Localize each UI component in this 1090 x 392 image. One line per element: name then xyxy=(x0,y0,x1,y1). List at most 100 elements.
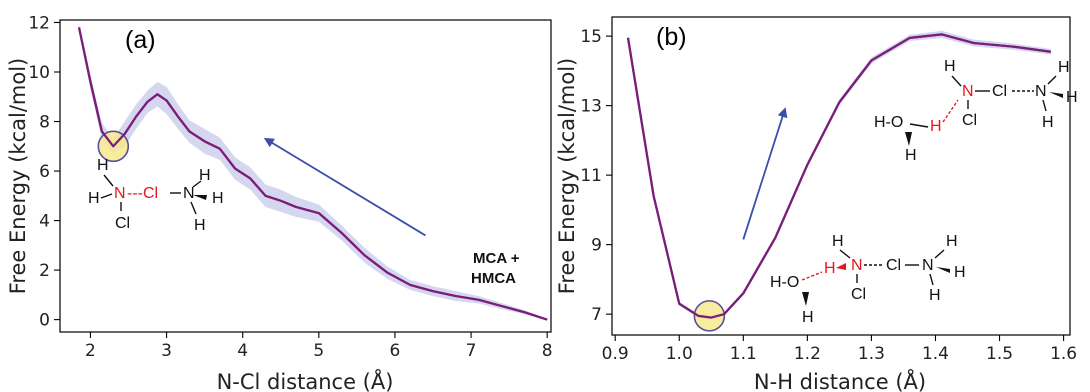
panel-a-x-axis-label: N-Cl distance (Å) xyxy=(217,368,394,392)
mol-bt-h2: H xyxy=(905,147,917,164)
mol-bb-cl1: Cl xyxy=(886,257,901,274)
panel-b-line-group xyxy=(626,33,1051,319)
mol-bt-bond-6 xyxy=(1042,99,1047,112)
panel-b-x-tick-label: 1.2 xyxy=(794,344,821,364)
panel-b-x-tick-label: 1.1 xyxy=(730,344,757,364)
panel-b-y-tick-label: 9 xyxy=(591,236,602,256)
panel-b-x-tick-label: 1.3 xyxy=(858,344,885,364)
mol-bt-hbond xyxy=(942,99,959,123)
mol-a-wedge xyxy=(193,195,207,200)
mol-bt-wedge-2 xyxy=(1049,92,1063,98)
mol-bb-cl2: Cl xyxy=(851,286,866,303)
panel-a-x-tick-label: 2 xyxy=(85,341,96,361)
mol-a-cl-red: ---Cl xyxy=(127,185,158,202)
mol-bt-wedge-1 xyxy=(905,132,912,146)
panel-a-y-tick-label: 12 xyxy=(28,13,50,33)
panel-b-x-tick-label: 1.5 xyxy=(986,344,1013,364)
panel-b-axes-frame xyxy=(611,16,1071,336)
panel-b-x-ticks: 0.9 1.0 1.1 1.2 1.3 1.4 1.5 1.6 xyxy=(602,335,1077,364)
panel-a-x-tick-label: 7 xyxy=(466,341,477,361)
panel-b-arrow-group xyxy=(742,107,788,240)
panel-b-label: (b) xyxy=(656,23,687,51)
panel-b-y-tick-label: 15 xyxy=(580,27,602,47)
mol-bb-wedge-2 xyxy=(936,267,950,273)
mol-bb-bond-5 xyxy=(929,273,934,286)
mol-bt-cl2: Cl xyxy=(962,112,977,129)
panel-a-annotation-line2: HMCA xyxy=(471,270,516,287)
panel-a-x-tick-label: 5 xyxy=(313,341,324,361)
panel-b-y-axis-label: Free Energy (kcal/mol) xyxy=(555,58,579,294)
mol-bt-cl1: Cl xyxy=(992,83,1007,100)
panel-a-y-tick-label: 0 xyxy=(39,311,50,331)
panel-a-free-energy-line-overlay xyxy=(77,27,548,321)
panel-a-x-ticks: 2 3 4 5 6 7 8 xyxy=(85,332,553,361)
panel-a-y-tick-label: 2 xyxy=(39,261,50,281)
mol-bt-h3: H xyxy=(1058,59,1070,76)
panel-a-x-tick-label: 6 xyxy=(390,341,401,361)
mol-bt-n-red: N xyxy=(962,83,974,100)
panel-b-molecule-bottom: H H-O H N Cl Cl H N H H H xyxy=(770,233,966,326)
mol-bb-n: N xyxy=(922,257,934,274)
mol-bb-h3: H xyxy=(946,233,958,250)
mol-bt-h5: H xyxy=(1042,114,1054,131)
panel-a-label: (a) xyxy=(125,26,156,54)
panel-b-y-tick-label: 13 xyxy=(580,97,602,117)
mol-bb-h2: H xyxy=(802,309,814,326)
panel-b-y-tick-label: 11 xyxy=(580,166,602,186)
panel-b-direction-arrow xyxy=(742,107,788,240)
mol-bb-h5: H xyxy=(929,287,941,304)
mol-bt-h-red: H xyxy=(930,118,942,135)
panel-b-y-ticks: 7 9 11 13 15 xyxy=(580,27,612,325)
panel-a-x-tick-label: 4 xyxy=(237,341,248,361)
mol-a-h3: H xyxy=(199,167,211,184)
panel-b-x-axis-label: N-H distance (Å) xyxy=(754,368,926,392)
panel-a-y-tick-label: 10 xyxy=(28,63,50,83)
panel-a-x-tick-label: 8 xyxy=(542,341,553,361)
panel-a-annotation-line1: MCA + xyxy=(473,250,520,267)
panel-b-free-energy-line xyxy=(626,33,1051,319)
mol-bt-h4: H xyxy=(1066,89,1078,106)
mol-a-h1: H xyxy=(97,157,109,174)
panel-b-x-tick-label: 0.9 xyxy=(602,344,629,364)
mol-a-h2: H xyxy=(88,190,100,207)
panel-a-y-ticks: 0 2 4 6 8 10 12 xyxy=(28,13,60,331)
panel-b-uncertainty-band xyxy=(628,30,1051,320)
mol-bt-bond-5 xyxy=(1047,75,1057,85)
mol-a-bond-5 xyxy=(192,180,202,188)
mol-a-n-red: N xyxy=(114,185,126,202)
panel-b: 0.9 1.0 1.1 1.2 1.3 1.4 1.5 1.6 7 9 11 13 15 (b) N-… xyxy=(555,16,1078,392)
panel-a-y-axis-label: Free Energy (kcal/mol) xyxy=(6,58,30,294)
mol-bb-h-red: H xyxy=(824,260,836,277)
mol-a-n: N xyxy=(183,185,195,202)
mol-bb-n-red: N xyxy=(851,257,863,274)
panel-a-arrow-group xyxy=(263,137,426,237)
panel-b-x-tick-label: 1.4 xyxy=(922,344,949,364)
mol-bb-ho: H-O xyxy=(770,274,799,291)
mol-a-cl: Cl xyxy=(115,215,130,232)
panel-a-y-tick-label: 6 xyxy=(39,162,50,182)
panel-a-y-tick-label: 4 xyxy=(39,212,50,232)
mol-bb-h1: H xyxy=(832,233,844,250)
panel-b-uncertainty-band-group xyxy=(628,30,1051,320)
panel-b-x-tick-label: 1.0 xyxy=(666,344,693,364)
mol-bt-n: N xyxy=(1035,83,1047,100)
mol-bt-ho: H-O xyxy=(874,114,903,131)
mol-bb-h4: H xyxy=(954,264,966,281)
mol-bb-bond-4 xyxy=(934,249,945,259)
mol-bt-bond-4 xyxy=(909,123,929,128)
mol-bb-bond-1 xyxy=(839,249,851,259)
panel-b-y-tick-label: 7 xyxy=(591,305,602,325)
mol-a-h4: H xyxy=(212,190,224,207)
panel-b-x-tick-label: 1.6 xyxy=(1050,344,1077,364)
panel-a-y-tick-label: 8 xyxy=(39,113,50,133)
mol-a-h5: H xyxy=(194,217,206,234)
panel-a-axes-frame xyxy=(59,19,552,333)
panel-b-free-energy-line-overlay xyxy=(626,33,1051,319)
mol-bb-wedge-1 xyxy=(802,292,809,306)
panel-a-x-tick-label: 3 xyxy=(161,341,172,361)
mol-a-bond-1 xyxy=(103,174,114,187)
panel-b-minimum-highlight xyxy=(693,300,726,332)
panel-b-highlight-group xyxy=(626,33,1051,332)
